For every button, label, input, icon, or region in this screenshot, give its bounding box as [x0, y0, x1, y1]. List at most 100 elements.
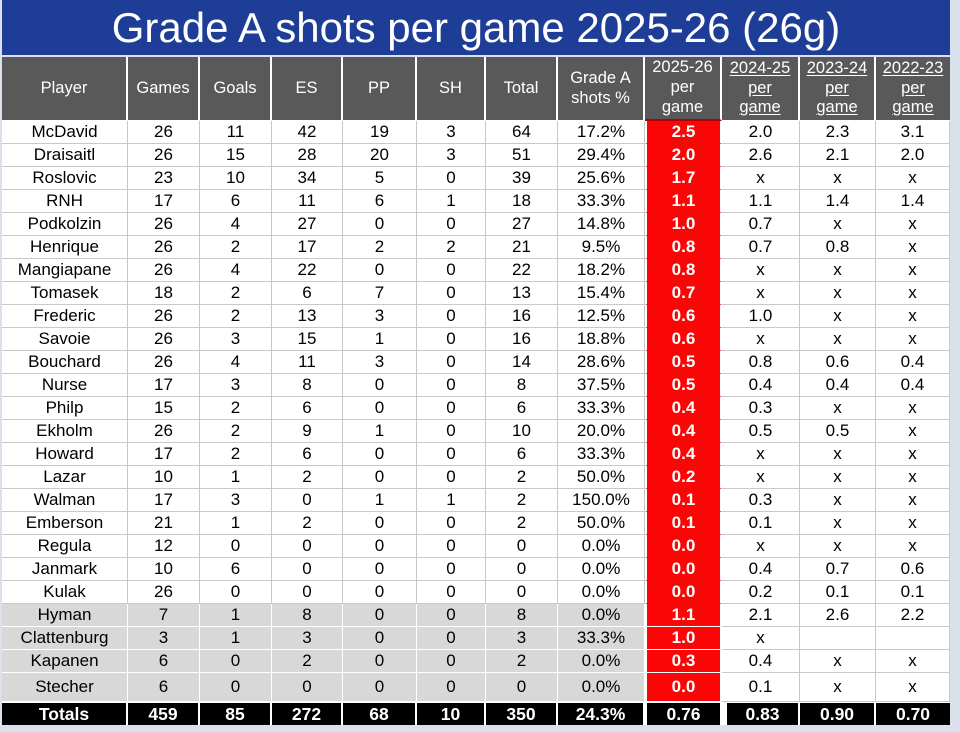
stat-cell: 0 — [417, 581, 486, 604]
stat-cell: x — [722, 282, 800, 305]
player-name-cell: Janmark — [2, 558, 128, 581]
stat-cell: 0.8 — [722, 351, 800, 374]
stat-cell: 1.1 — [645, 604, 722, 627]
stat-cell: 0.7 — [645, 282, 722, 305]
stat-cell: 2.0 — [876, 144, 950, 167]
stat-cell: 0 — [343, 604, 417, 627]
table-body: McDavid 26 11 42 19 3 64 17.2% 2.5 2.0 2.3 3.1 Drais… — [2, 121, 950, 725]
stat-cell: 1 — [200, 512, 272, 535]
stat-cell: 18 — [128, 282, 200, 305]
stat-cell: 0.0% — [558, 535, 645, 558]
stat-cell: 11 — [200, 121, 272, 144]
player-row-tomasek: Tomasek 18 2 6 7 0 13 15.4% 0.7 x x x — [2, 282, 950, 305]
stat-cell: x — [876, 282, 950, 305]
stat-cell: 0.5 — [645, 374, 722, 397]
stat-cell: 10 — [486, 420, 558, 443]
player-name-cell: Kulak — [2, 581, 128, 604]
stat-cell: x — [800, 282, 876, 305]
stat-cell: x — [876, 489, 950, 512]
stat-cell: 51 — [486, 144, 558, 167]
stat-cell: 0.1 — [645, 512, 722, 535]
stat-cell: x — [800, 650, 876, 673]
stat-cell: 17.2% — [558, 121, 645, 144]
stat-cell: 0 — [417, 167, 486, 190]
stat-cell: 0.0% — [558, 581, 645, 604]
stat-cell: 150.0% — [558, 489, 645, 512]
player-row-henrique: Henrique 26 2 17 2 2 21 9.5% 0.8 0.7 0.8 x — [2, 236, 950, 259]
stat-cell: 1.4 — [876, 190, 950, 213]
stat-cell: 14 — [486, 351, 558, 374]
stat-cell: 0 — [486, 535, 558, 558]
stat-cell: x — [876, 512, 950, 535]
stat-cell: 29.4% — [558, 144, 645, 167]
stat-cell: 2 — [200, 420, 272, 443]
stat-cell: 11 — [272, 351, 343, 374]
stat-cell: 1 — [200, 627, 272, 650]
stat-cell: 1.1 — [722, 190, 800, 213]
player-name-cell: McDavid — [2, 121, 128, 144]
player-row-bouchard: Bouchard 26 4 11 3 0 14 28.6% 0.5 0.8 0.6 0.4 — [2, 351, 950, 374]
stat-cell: x — [800, 512, 876, 535]
stat-cell: 26 — [128, 236, 200, 259]
stat-cell: 0.4 — [876, 351, 950, 374]
stat-cell: 2.1 — [800, 144, 876, 167]
stat-cell: 0 — [343, 581, 417, 604]
stat-cell: 0 — [417, 466, 486, 489]
stat-cell: 3 — [343, 351, 417, 374]
stat-cell: x — [722, 443, 800, 466]
stat-cell: 33.3% — [558, 627, 645, 650]
player-row-clattenburg: Clattenburg 3 1 3 0 0 3 33.3% 1.0 x — [2, 627, 950, 650]
player-name-cell: RNH — [2, 190, 128, 213]
stat-cell: 0.6 — [876, 558, 950, 581]
player-name-cell: Roslovic — [2, 167, 128, 190]
stat-cell: 0 — [417, 282, 486, 305]
stat-cell: 1 — [417, 489, 486, 512]
stat-cell: 26 — [128, 581, 200, 604]
stat-cell: x — [722, 535, 800, 558]
stat-cell: x — [800, 305, 876, 328]
stat-cell: 0 — [343, 673, 417, 702]
stat-cell: 0 — [200, 581, 272, 604]
totals-stat-cell: 0.70 — [876, 702, 950, 725]
stat-cell: 15 — [272, 328, 343, 351]
stat-cell: 0.4 — [722, 650, 800, 673]
player-name-cell: Hyman — [2, 604, 128, 627]
stat-cell: 2 — [200, 397, 272, 420]
stat-cell: 8 — [272, 374, 343, 397]
stat-cell: 0.1 — [722, 673, 800, 702]
totals-stat-cell: 68 — [343, 702, 417, 725]
player-name-cell: Kapanen — [2, 650, 128, 673]
stat-cell: 16 — [486, 305, 558, 328]
stat-cell: 6 — [486, 443, 558, 466]
stat-cell: 0.4 — [800, 374, 876, 397]
player-row-roslovic: Roslovic 23 10 34 5 0 39 25.6% 1.7 x x x — [2, 167, 950, 190]
player-row-ekholm: Ekholm 26 2 9 1 0 10 20.0% 0.4 0.5 0.5 x — [2, 420, 950, 443]
stat-cell: 0.3 — [722, 489, 800, 512]
stat-cell: 2 — [417, 236, 486, 259]
stat-cell: 8 — [486, 374, 558, 397]
player-name-cell: Regula — [2, 535, 128, 558]
stat-cell: 0.5 — [645, 351, 722, 374]
stat-cell: 0 — [343, 512, 417, 535]
stat-cell: 0 — [343, 213, 417, 236]
stat-cell: 10 — [128, 466, 200, 489]
stat-cell: 27 — [272, 213, 343, 236]
stat-cell: 18 — [486, 190, 558, 213]
stat-cell: 0.5 — [722, 420, 800, 443]
stat-cell: 0.7 — [722, 213, 800, 236]
player-name-cell: Podkolzin — [2, 213, 128, 236]
stat-cell: 5 — [343, 167, 417, 190]
stat-cell: 0.6 — [800, 351, 876, 374]
stat-cell: 0 — [343, 443, 417, 466]
stat-cell: 0 — [417, 328, 486, 351]
stat-cell: 0 — [417, 374, 486, 397]
stat-cell: 1.0 — [645, 627, 722, 650]
stat-cell: 0.7 — [800, 558, 876, 581]
stat-cell: 2.2 — [876, 604, 950, 627]
player-row-hyman: Hyman 7 1 8 0 0 8 0.0% 1.1 2.1 2.6 2.2 — [2, 604, 950, 627]
stat-cell: 0 — [417, 443, 486, 466]
column-header-es: ES — [272, 57, 343, 121]
stat-cell: 0 — [417, 351, 486, 374]
stat-cell: 7 — [128, 604, 200, 627]
stat-cell: 2 — [200, 443, 272, 466]
